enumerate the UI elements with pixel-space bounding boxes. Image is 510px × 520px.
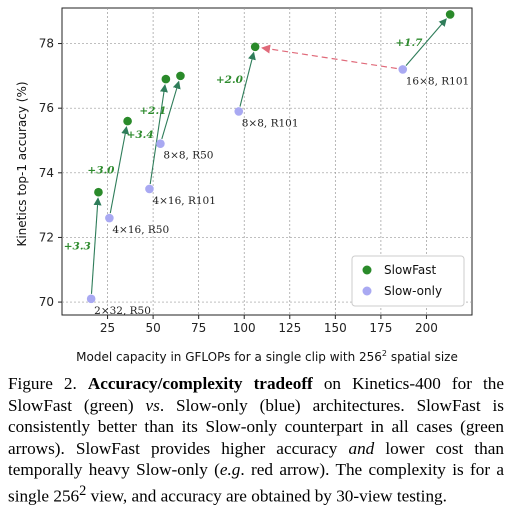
y-tick-label: 72 bbox=[39, 230, 54, 244]
slowfast-point bbox=[161, 74, 171, 84]
caption-prefix: Figure 2. bbox=[8, 374, 88, 393]
y-tick-label: 76 bbox=[39, 101, 54, 115]
data-points bbox=[86, 10, 455, 304]
legend-marker-slow-only bbox=[362, 286, 372, 296]
x-tick-label: 25 bbox=[100, 321, 115, 335]
grid-lines bbox=[62, 8, 472, 315]
config-label: 16×8, R101 bbox=[406, 75, 469, 87]
y-tick-label: 74 bbox=[39, 166, 54, 180]
figure-caption: Figure 2. Accuracy/complexity tradeoff o… bbox=[8, 373, 504, 507]
slowfast-point bbox=[123, 116, 132, 126]
slowfast-point bbox=[94, 187, 103, 197]
gain-label: +2.0 bbox=[216, 74, 244, 86]
gain-label: +1.7 bbox=[395, 37, 423, 49]
x-axis-title: Model capacity in GFLOPs for a single cl… bbox=[76, 349, 458, 364]
caption-sup: 2 bbox=[79, 482, 87, 499]
config-label: 4×16, R101 bbox=[152, 195, 215, 207]
red-tradeoff-arrow bbox=[261, 44, 397, 70]
caption-title: Accuracy/complexity tradeoff bbox=[87, 374, 313, 393]
gain-label: +3.3 bbox=[64, 241, 91, 253]
slow-only-point bbox=[145, 184, 154, 194]
config-label: 4×16, R50 bbox=[112, 224, 169, 236]
slow-only-point bbox=[234, 107, 244, 116]
gain-arrow bbox=[149, 84, 168, 185]
slow-only-point bbox=[86, 294, 96, 304]
x-tick-label: 100 bbox=[233, 321, 256, 335]
gain-arrow bbox=[161, 80, 181, 140]
legend-marker-slowfast bbox=[362, 265, 372, 275]
gain-arrow bbox=[90, 197, 102, 294]
gain-label: +3.4 bbox=[127, 129, 154, 141]
gain-label: +2.1 bbox=[139, 105, 166, 117]
config-label: 8×8, R101 bbox=[242, 117, 299, 129]
caption-text-2: . Slow-only (blue) architectures. SlowFa… bbox=[8, 395, 504, 458]
arrows bbox=[90, 18, 447, 294]
gain-label: +3.0 bbox=[87, 165, 115, 177]
config-label: 8×8, R50 bbox=[163, 150, 213, 162]
legend-box bbox=[351, 255, 465, 307]
legend-label-slowfast: SlowFast bbox=[384, 263, 437, 277]
x-tick-label: 75 bbox=[191, 321, 206, 335]
x-tick-label: 125 bbox=[278, 321, 301, 335]
x-tick-label: 200 bbox=[415, 321, 438, 335]
x-axis-title-tail: spatial size bbox=[387, 350, 458, 364]
y-tick-label: 70 bbox=[39, 295, 54, 309]
x-tick-label: 175 bbox=[369, 321, 392, 335]
gain-arrow bbox=[109, 126, 130, 214]
y-axis-title: Kinetics top-1 accuracy (%) bbox=[15, 81, 29, 246]
slow-only-point bbox=[156, 139, 165, 149]
caption-text-4: . red arrow). The complexity is for a si… bbox=[8, 460, 505, 506]
caption-italic-vs: vs bbox=[145, 395, 160, 415]
legend: SlowFast Slow-only bbox=[351, 255, 465, 307]
caption-text-5: view, and accuracy are obtained by 30-vi… bbox=[86, 486, 447, 506]
slowfast-point bbox=[176, 71, 185, 81]
caption-italic-and: and bbox=[348, 438, 375, 458]
slowfast-point bbox=[250, 42, 260, 52]
x-axis-title-main: Model capacity in GFLOPs for a single cl… bbox=[76, 350, 382, 364]
gain-arrow bbox=[405, 18, 447, 66]
caption-italic-eg: e.g bbox=[219, 460, 241, 479]
config-label: 2×32, R50 bbox=[94, 305, 151, 317]
point-labels: +3.3 +3.0 +3.4 +2.1 +2.0 +1.7 2×32, R50 4×16, R… bbox=[64, 37, 470, 317]
x-tick-label: 50 bbox=[145, 321, 160, 335]
caption-text-3: lower cost than temporally heavy Slow-on… bbox=[8, 438, 504, 480]
y-tick-label: 78 bbox=[39, 37, 54, 51]
accuracy-complexity-chart: 25 50 75 100 125 150 175 200 70 72 74 76 78 +3.3 +3.0… bbox=[15, 7, 473, 364]
legend-label-slow-only: Slow-only bbox=[384, 284, 442, 298]
caption-text-1: on Kinetics-400 for the SlowFast (green) bbox=[8, 374, 505, 415]
x-axis-title-sup: 2 bbox=[382, 349, 387, 358]
slowfast-point bbox=[445, 10, 455, 19]
gain-arrow bbox=[239, 51, 256, 107]
axis-ticks: 25 50 75 100 125 150 175 200 70 72 74 76 78 bbox=[39, 37, 438, 335]
slow-only-point bbox=[398, 65, 408, 74]
slow-only-point bbox=[105, 213, 114, 223]
x-tick-label: 150 bbox=[324, 321, 347, 335]
